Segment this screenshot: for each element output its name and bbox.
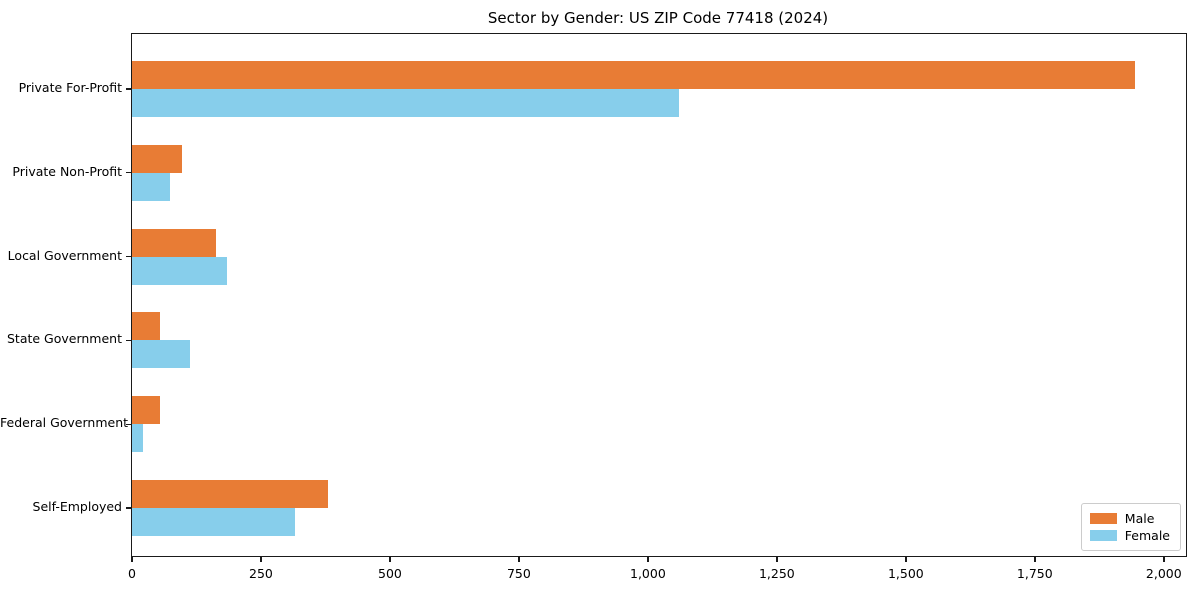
y-axis-labels: Private For-Profit Private Non-Profit Loca… — [0, 33, 129, 555]
bar-male-3 — [132, 312, 160, 341]
bar-male-2 — [132, 228, 217, 257]
bar-male-4 — [132, 396, 160, 425]
y-tick-4 — [125, 423, 131, 425]
y-label-1: Private Non-Profit — [12, 163, 122, 179]
male-color-swatch — [1089, 513, 1117, 524]
x-tick-label-7: 1,750 — [1016, 566, 1053, 581]
x-tick-4 — [647, 557, 649, 562]
legend-entry-female: Female — [1089, 527, 1170, 544]
y-label-4: Federal Government — [0, 415, 129, 431]
y-label-5: Self-Employed — [32, 499, 122, 514]
x-tick-0 — [131, 557, 133, 562]
bar-female-2 — [132, 256, 227, 285]
x-tick-label-1: 250 — [249, 566, 273, 581]
bar-female-1 — [132, 172, 171, 201]
x-tick-label-3: 750 — [506, 566, 531, 581]
x-tick-label-6: 1,500 — [887, 566, 924, 581]
x-tick-6 — [905, 557, 907, 562]
legend-entry-male: Male — [1089, 510, 1170, 527]
x-tick-3 — [518, 557, 520, 562]
legend-label-male: Male — [1124, 511, 1155, 526]
x-tick-label-0: 0 — [128, 566, 136, 581]
y-tick-3 — [125, 339, 131, 342]
legend: Male Female — [1080, 503, 1181, 551]
x-tick-label-8: 2,000 — [1145, 566, 1182, 581]
y-tick-2 — [125, 255, 131, 258]
legend-label-female: Female — [1124, 528, 1170, 543]
bar-male-1 — [132, 144, 183, 173]
y-label-0: Private For-Profit — [18, 80, 122, 95]
bar-female-4 — [132, 424, 143, 453]
bar-female-3 — [132, 340, 190, 369]
bar-female-0 — [132, 89, 679, 117]
bar-male-0 — [132, 61, 1136, 89]
x-tick-1 — [260, 557, 262, 562]
x-tick-label-4: 1,000 — [630, 566, 666, 581]
x-tick-8 — [1163, 557, 1165, 562]
chart-title: Sector by Gender: US ZIP Code 77418 (202… — [487, 9, 829, 27]
x-tick-7 — [1034, 557, 1036, 562]
bar-female-5 — [132, 508, 296, 536]
y-tick-0 — [125, 88, 131, 90]
y-tick-5 — [125, 507, 131, 509]
plot-area: 0 250 500 750 1,000 1,250 1,500 1,750 2,000 Male… — [125, 33, 1187, 581]
x-tick-label-2: 500 — [378, 566, 402, 581]
x-tick-label-5: 1,250 — [758, 566, 795, 581]
female-color-swatch — [1089, 530, 1117, 541]
x-tick-5 — [776, 557, 778, 562]
bar-male-5 — [132, 480, 329, 508]
x-tick-2 — [389, 557, 391, 562]
y-label-2: Local Government — [7, 247, 122, 263]
y-label-3: State Government — [6, 331, 122, 347]
y-tick-1 — [125, 172, 131, 174]
